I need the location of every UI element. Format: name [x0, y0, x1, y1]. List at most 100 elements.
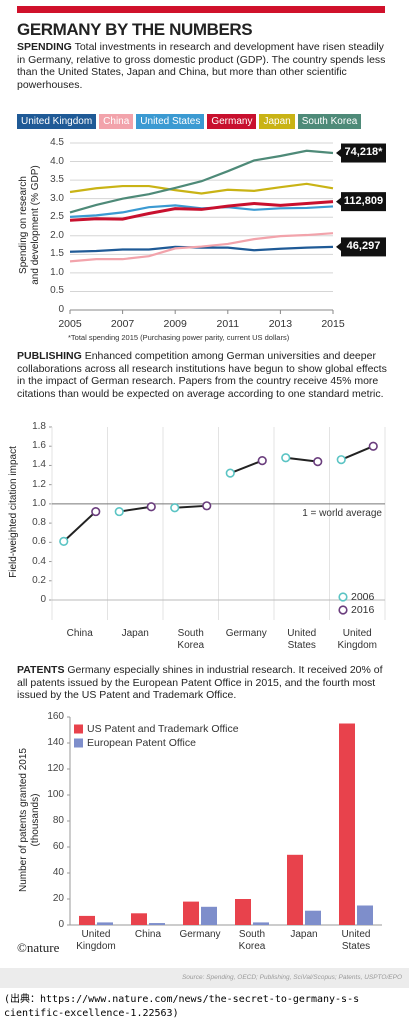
x-tick-label: Japan — [121, 628, 149, 639]
point — [336, 455, 346, 465]
x-tick-label: China — [134, 929, 162, 940]
y-tick-label: 4.0 — [50, 155, 64, 167]
legend: United Kingdom China United States Germany J… — [17, 111, 364, 129]
x-tick-label: 2011 — [216, 317, 240, 330]
end-label-box — [341, 237, 386, 257]
x-tick-label: United Kingdom — [337, 628, 377, 651]
legend-marker — [338, 605, 348, 615]
bar — [79, 915, 95, 925]
y-axis-label: Number of patents granted 2015 (thousand… — [18, 748, 41, 892]
bar — [305, 910, 321, 925]
y-tick-label: 2.5 — [50, 211, 64, 223]
end-label-pointer — [336, 197, 341, 206]
y-tick-label: 1.8 — [32, 421, 46, 432]
citation: (出典：https://www.nature.com/news/the-secr… — [4, 994, 360, 1019]
connector — [174, 504, 207, 509]
connector — [285, 456, 318, 463]
end-label: 46,297 — [346, 240, 381, 253]
bar — [339, 723, 355, 925]
bar — [149, 923, 165, 925]
legend-entry: Japan — [259, 114, 295, 129]
y-tick-label: 3.0 — [50, 192, 64, 204]
connector — [119, 505, 152, 513]
x-tick-label: 2009 — [163, 317, 187, 330]
end-label-box — [341, 192, 386, 212]
bar — [97, 922, 113, 925]
y-tick-label: 120 — [47, 763, 64, 774]
end-label: 74,218* — [344, 146, 383, 159]
section-text: PUBLISHING Enhanced competition among Ge… — [17, 350, 391, 400]
x-tick-label: South Korea — [177, 628, 205, 651]
source-band — [0, 968, 409, 988]
x-tick-label: United States — [341, 929, 371, 952]
x-tick-label: China — [66, 628, 93, 639]
page-title: GERMANY BY THE NUMBERS — [17, 20, 253, 39]
line — [69, 200, 334, 222]
section-description: Germany especially shines in industrial … — [17, 664, 383, 702]
x-tick-label: 2015 — [321, 317, 345, 330]
bar — [235, 899, 251, 925]
legend-entry: United Kingdom — [17, 114, 97, 129]
y-tick-label: 1.0 — [32, 497, 46, 509]
point — [281, 453, 291, 463]
y-tick-label: 0 — [58, 304, 64, 315]
x-tick-label: United Kingdom — [76, 929, 116, 952]
point — [225, 468, 235, 478]
line — [69, 232, 334, 263]
section-text: PATENTS Germany especially shines in ind… — [17, 664, 391, 702]
x-tick-label: Germany — [225, 628, 267, 639]
y-tick-label: 0.2 — [32, 574, 46, 586]
y-tick-label: 60 — [52, 841, 64, 852]
legend-entry: Germany — [207, 114, 257, 129]
footnote: *Total spending 2015 (Purchasing power p… — [68, 332, 290, 342]
reference-label: 1 = world average — [302, 507, 382, 519]
section-description: Total investments in research and develo… — [17, 41, 386, 91]
x-tick-label: Germany — [179, 929, 221, 940]
point — [368, 441, 378, 451]
legend-label: 2006 — [351, 590, 375, 603]
legend-label: European Patent Office — [87, 736, 196, 749]
line — [69, 204, 334, 218]
y-tick-label: 140 — [47, 737, 64, 748]
legend-label: 2016 — [351, 603, 375, 616]
x-tick-label: Japan — [290, 929, 318, 940]
x-tick-label: South Korea — [238, 929, 266, 952]
connector — [340, 445, 374, 461]
legend-entry: South Korea — [297, 114, 362, 129]
point — [170, 503, 180, 513]
line — [69, 149, 334, 214]
bar — [131, 913, 147, 925]
y-tick-label: 0.5 — [50, 285, 64, 297]
connector — [229, 459, 263, 475]
y-tick-label: 0 — [40, 594, 46, 605]
bar — [287, 854, 303, 925]
point — [114, 506, 124, 517]
end-label-pointer — [336, 242, 341, 251]
end-label-pointer — [336, 149, 341, 158]
end-label: 112,809 — [343, 195, 384, 208]
point — [91, 506, 101, 517]
y-axis-label: Spending on research and development (% … — [18, 165, 41, 285]
bar — [201, 906, 217, 925]
y-tick-label: 40 — [52, 867, 64, 878]
point — [257, 456, 267, 466]
section-title: SPENDING — [17, 41, 72, 53]
connector — [63, 510, 97, 543]
y-tick-label: 20 — [52, 893, 64, 904]
logo: ©nature — [17, 940, 60, 955]
x-tick-label: United States — [287, 628, 317, 651]
y-tick-label: 80 — [52, 815, 64, 826]
legend-marker — [338, 592, 348, 602]
legend-label: US Patent and Trademark Office — [87, 722, 239, 735]
y-tick-label: 1.5 — [50, 248, 64, 260]
section-title: PUBLISHING — [17, 350, 82, 362]
y-tick-label: 0.6 — [32, 536, 46, 548]
y-tick-label: 1.4 — [32, 459, 46, 471]
legend-swatch — [74, 724, 83, 734]
y-tick-label: 0.4 — [32, 555, 46, 567]
section-text: SPENDING Total investments in research a… — [17, 41, 391, 91]
y-tick-label: 4.5 — [50, 137, 64, 148]
legend-swatch — [74, 738, 83, 748]
y-tick-label: 3.5 — [50, 174, 64, 186]
